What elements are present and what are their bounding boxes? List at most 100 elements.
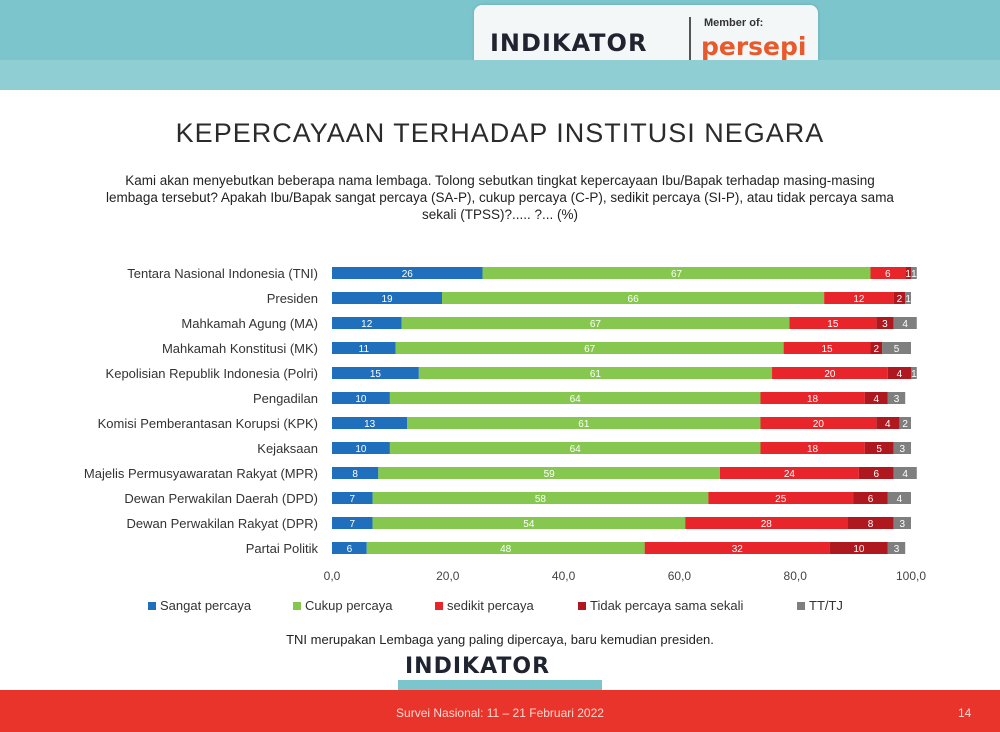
data-label: 67 <box>590 319 602 330</box>
data-label: 3 <box>882 319 888 330</box>
survey-period: Survei Nasional: 11 – 21 Februari 2022 <box>396 706 604 720</box>
data-label: 54 <box>523 519 535 530</box>
bar-segment <box>760 442 865 454</box>
bar-segment <box>401 317 790 329</box>
data-label: 7 <box>349 519 355 530</box>
bar-segment <box>332 392 390 404</box>
category-label: Majelis Permusyawaratan Rakyat (MPR) <box>84 466 318 481</box>
data-label: 59 <box>544 469 556 480</box>
data-label: 1 <box>905 269 911 280</box>
bar-segment <box>708 492 854 504</box>
data-label: 48 <box>500 544 512 555</box>
bar-segment <box>332 417 408 429</box>
legend-item: Sangat percaya <box>148 598 251 613</box>
legend-label: Cukup percaya <box>305 598 393 613</box>
legend-label: TT/TJ <box>809 598 843 613</box>
bar-segment <box>847 517 894 529</box>
bar-segment <box>829 542 888 554</box>
persepi-logo: persepi <box>701 32 807 61</box>
data-label: 12 <box>853 294 865 305</box>
bar-segment <box>905 292 911 304</box>
data-label: 3 <box>900 444 906 455</box>
data-label: 67 <box>584 344 596 355</box>
bar-segment <box>864 442 894 454</box>
data-label: 66 <box>628 294 640 305</box>
category-label: Dewan Perwakilan Daerah (DPD) <box>124 491 318 506</box>
data-label: 7 <box>349 494 355 505</box>
x-tick-label: 80,0 <box>784 569 808 583</box>
header-band: INDIKATOR Member of: persepi Perhimpunan… <box>0 0 1000 90</box>
data-label: 2 <box>902 419 908 430</box>
data-label: 61 <box>578 419 590 430</box>
data-label: 4 <box>902 319 908 330</box>
data-label: 64 <box>570 444 582 455</box>
legend-swatch <box>293 601 301 610</box>
footer-bar <box>0 690 1000 732</box>
bar-segment <box>858 467 894 479</box>
data-label: 4 <box>897 369 903 380</box>
data-label: 1 <box>911 369 917 380</box>
bar-segment <box>853 492 888 504</box>
data-label: 8 <box>352 469 358 480</box>
x-tick-label: 20,0 <box>436 569 460 583</box>
category-label: Komisi Pemberantasan Korupsi (KPK) <box>98 416 318 431</box>
bar-segment <box>389 392 761 404</box>
data-label: 5 <box>894 344 900 355</box>
data-label: 2 <box>897 294 903 305</box>
category-label: Mahkamah Konstitusi (MK) <box>162 341 318 356</box>
bar-segment <box>332 342 396 354</box>
bar-segment <box>893 517 911 529</box>
data-label: 67 <box>671 269 683 280</box>
bar-segment <box>893 292 906 304</box>
data-label: 3 <box>900 519 906 530</box>
data-label: 4 <box>897 494 903 505</box>
legend-item: Tidak percaya sama sekali <box>578 598 743 613</box>
data-label: 15 <box>821 344 833 355</box>
data-label: 4 <box>885 419 891 430</box>
bar-segment <box>876 417 900 429</box>
bar-segment <box>772 367 888 379</box>
indikator-logo: INDIKATOR <box>490 29 648 57</box>
data-label: 6 <box>347 544 353 555</box>
bar-segment <box>418 367 773 379</box>
legend-item: sedikit percaya <box>435 598 534 613</box>
logo-divider <box>689 17 691 69</box>
bar-segment <box>870 342 883 354</box>
data-label: 4 <box>902 469 908 480</box>
category-label: Tentara Nasional Indonesia (TNI) <box>127 266 318 281</box>
data-label: 10 <box>355 394 367 405</box>
bar-segment <box>332 492 373 504</box>
bar-segment <box>685 517 848 529</box>
page-number: 14 <box>958 706 972 720</box>
member-label: Member of: <box>704 17 764 29</box>
category-label: Dewan Perwakilan Rakyat (DPR) <box>127 516 318 531</box>
bar-segment <box>783 342 871 354</box>
slide-title: KEPERCAYAAN TERHADAP INSTITUSI NEGARA <box>175 118 825 148</box>
data-label: 10 <box>853 544 865 555</box>
bar-segment <box>870 267 906 279</box>
category-label: Kejaksaan <box>257 441 318 456</box>
data-label: 20 <box>813 419 825 430</box>
x-tick-label: 60,0 <box>668 569 692 583</box>
bar-segment <box>893 467 917 479</box>
bar-segment <box>482 267 871 279</box>
bar-segment <box>407 417 761 429</box>
data-label: 5 <box>876 444 882 455</box>
bar-segment <box>332 467 379 479</box>
bar-segment <box>644 542 830 554</box>
data-label: 2 <box>873 344 879 355</box>
category-label: Pengadilan <box>253 391 318 406</box>
data-label: 20 <box>824 369 836 380</box>
bar-segment <box>887 542 906 554</box>
category-label: Partai Politik <box>246 541 319 556</box>
bar-segment <box>332 317 402 329</box>
legend-swatch <box>148 601 156 610</box>
bar-segment <box>442 292 825 304</box>
legend-label: Tidak percaya sama sekali <box>590 598 744 613</box>
bar-segment <box>372 517 686 529</box>
bar-segment <box>893 442 911 454</box>
data-label: 19 <box>381 294 393 305</box>
data-label: 28 <box>761 519 773 530</box>
bar-segment <box>332 517 373 529</box>
data-label: 11 <box>359 344 370 355</box>
